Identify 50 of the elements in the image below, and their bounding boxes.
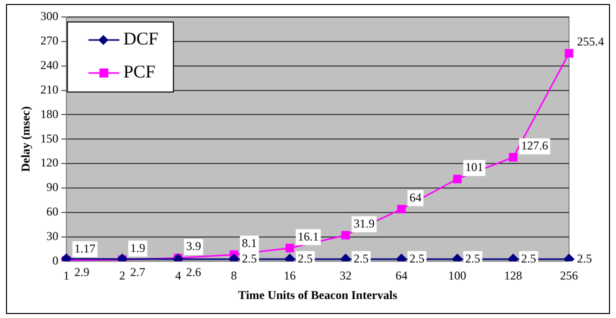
x-tick-label: 100 bbox=[448, 268, 466, 283]
y-tick-label: 60 bbox=[46, 204, 58, 219]
legend-label: PCF bbox=[123, 62, 156, 82]
y-tick-label: 0 bbox=[52, 253, 58, 268]
x-tick-label: 128 bbox=[504, 268, 522, 283]
data-label: 8.1 bbox=[242, 236, 257, 250]
data-label: 2.7 bbox=[130, 265, 146, 280]
x-tick-label: 8 bbox=[230, 268, 237, 283]
data-label: 2.6 bbox=[186, 265, 202, 280]
data-label: 127.6 bbox=[521, 138, 548, 152]
y-tick-label: 180 bbox=[40, 106, 58, 121]
data-label: 255.4 bbox=[577, 34, 604, 48]
data-label: 101 bbox=[465, 160, 484, 174]
y-tick-label: 90 bbox=[46, 180, 58, 194]
data-label: 1.17 bbox=[74, 241, 96, 256]
data-label: 2.9 bbox=[74, 264, 90, 279]
point bbox=[285, 244, 294, 252]
y-tick-label: 300 bbox=[40, 9, 58, 24]
data-label: 16.1 bbox=[298, 229, 319, 244]
x-axis-title: Time Units of Beacon Intervals bbox=[238, 288, 398, 302]
y-tick-label: 240 bbox=[40, 58, 58, 72]
x-tick-label: 2 bbox=[119, 268, 126, 283]
x-tick-label: 1 bbox=[63, 268, 70, 283]
y-axis-title: Delay (msec) bbox=[18, 106, 32, 172]
data-label: 31.9 bbox=[354, 216, 375, 230]
y-tick-label: 120 bbox=[40, 156, 58, 170]
point bbox=[341, 230, 350, 240]
x-tick-label: 256 bbox=[560, 268, 578, 283]
data-label: 2.5 bbox=[521, 251, 536, 266]
point bbox=[508, 153, 518, 162]
x-tick-label: 4 bbox=[175, 268, 182, 283]
x-tick-label: 32 bbox=[340, 268, 352, 283]
data-label: 2.5 bbox=[354, 251, 369, 266]
data-label: 2.5 bbox=[465, 251, 480, 266]
x-tick-label: 64 bbox=[395, 268, 408, 283]
point bbox=[397, 204, 406, 214]
x-tick-label: 16 bbox=[284, 268, 296, 283]
data-label: 1.9 bbox=[130, 240, 146, 255]
data-label: 3.9 bbox=[186, 239, 202, 254]
data-label: 64 bbox=[409, 190, 422, 204]
data-label: 2.5 bbox=[577, 251, 592, 266]
legend-label: DCF bbox=[123, 28, 158, 49]
y-tick-label: 270 bbox=[40, 34, 58, 48]
y-tick-label: 150 bbox=[40, 131, 58, 146]
y-tick-label: 30 bbox=[46, 228, 58, 243]
y-tick-label: 210 bbox=[40, 82, 58, 96]
point bbox=[453, 174, 462, 184]
data-label: 2.5 bbox=[298, 251, 313, 266]
data-label: 2.5 bbox=[409, 251, 424, 266]
data-label: 2.5 bbox=[242, 251, 257, 266]
